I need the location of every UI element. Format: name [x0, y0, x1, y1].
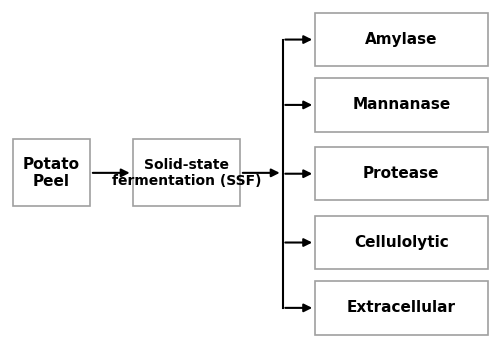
Text: Protease: Protease — [363, 166, 440, 181]
Text: Mannanase: Mannanase — [352, 97, 450, 112]
Text: Potato
Peel: Potato Peel — [23, 157, 80, 189]
FancyBboxPatch shape — [315, 78, 488, 132]
FancyBboxPatch shape — [315, 281, 488, 334]
Text: Cellulolytic: Cellulolytic — [354, 235, 448, 250]
Text: Solid-state
fermentation (SSF): Solid-state fermentation (SSF) — [112, 158, 261, 188]
FancyBboxPatch shape — [315, 13, 488, 66]
FancyBboxPatch shape — [132, 139, 240, 206]
Text: Amylase: Amylase — [365, 32, 438, 47]
Text: Extracellular: Extracellular — [347, 300, 456, 315]
FancyBboxPatch shape — [315, 147, 488, 200]
FancyBboxPatch shape — [315, 216, 488, 269]
FancyBboxPatch shape — [12, 139, 90, 206]
